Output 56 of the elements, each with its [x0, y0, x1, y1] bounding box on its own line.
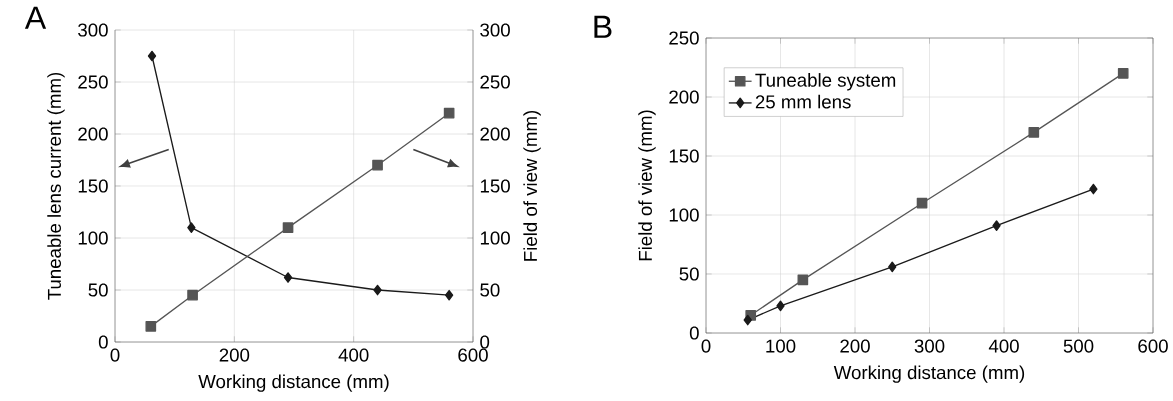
- point: [187, 222, 196, 233]
- y-tick-label: 250: [669, 31, 699, 45]
- y-axis-title: Field of view (mm): [638, 110, 656, 261]
- y2-tick-label: 250: [480, 75, 510, 89]
- y-tick-label: 150: [669, 149, 699, 163]
- x-tick-label: 600: [458, 348, 488, 362]
- legend-label: Tuneable system: [755, 73, 896, 91]
- chart-title: A: [24, 6, 47, 29]
- y2-tick-label: 200: [480, 127, 510, 141]
- point: [743, 314, 752, 326]
- x-axis-title: Working distance (mm): [833, 365, 1025, 383]
- y-tick-label: 0: [689, 326, 699, 340]
- point: [916, 197, 928, 209]
- y-tick-label: 250: [78, 75, 108, 89]
- point: [145, 321, 157, 332]
- y2-axis-title: Field of view (mm): [523, 110, 541, 261]
- y-tick-label: 200: [669, 90, 699, 104]
- x-tick-label: 200: [219, 348, 250, 362]
- y-tick-label: 50: [88, 283, 108, 297]
- x-tick-label: 600: [1138, 339, 1168, 353]
- y-tick-label: 100: [78, 231, 108, 245]
- point: [992, 220, 1001, 231]
- x-tick-label: 400: [338, 348, 369, 362]
- y-axis-title: Tuneable lens current (mm): [47, 72, 65, 300]
- x-tick-label: 500: [1063, 339, 1094, 353]
- x-axis-title: Working distance (mm): [198, 374, 389, 392]
- point: [187, 289, 198, 301]
- point: [443, 107, 455, 119]
- y2-tick-label: 300: [480, 23, 510, 37]
- point: [1089, 183, 1098, 195]
- point: [147, 50, 157, 62]
- point: [1028, 127, 1040, 138]
- x-tick-label: 400: [988, 339, 1019, 353]
- point: [282, 222, 294, 233]
- point: [373, 284, 382, 296]
- point: [1117, 68, 1129, 79]
- y-tick-label: 200: [78, 127, 108, 141]
- x-tick-label: 100: [766, 339, 796, 353]
- x-tick-label: 0: [110, 348, 120, 362]
- chart-title: B: [594, 15, 612, 38]
- y-tick-label: 150: [78, 179, 108, 193]
- y2-tick-label: 50: [480, 283, 500, 297]
- y-tick-label: 50: [679, 267, 699, 281]
- point: [283, 272, 293, 283]
- y-tick-label: 100: [669, 208, 699, 222]
- y2-tick-label: 150: [480, 179, 510, 193]
- legend-label: 25 mm lens: [755, 94, 851, 109]
- x-tick-label: 300: [914, 339, 945, 353]
- point: [888, 261, 897, 273]
- point: [776, 300, 785, 312]
- point: [372, 159, 383, 171]
- point: [444, 289, 454, 301]
- x-tick-label: 0: [701, 339, 711, 353]
- x-tick-label: 200: [840, 339, 870, 353]
- y-tick-label: 300: [78, 23, 108, 37]
- y2-tick-label: 100: [480, 231, 510, 245]
